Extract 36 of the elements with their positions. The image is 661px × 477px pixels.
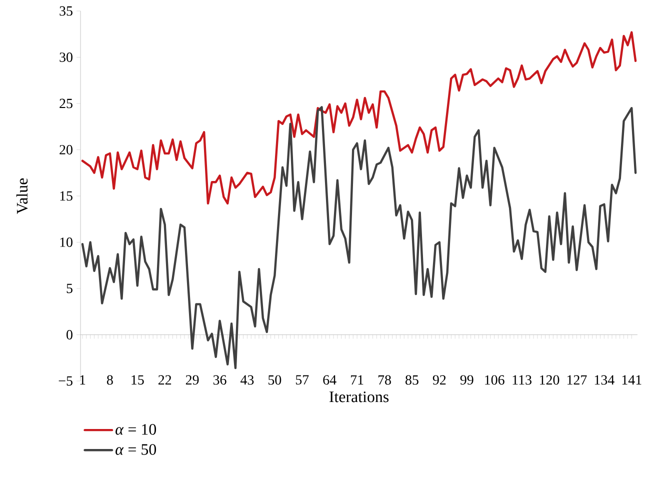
x-tick-label: 29 <box>186 375 199 385</box>
x-tick-label: 71 <box>350 375 364 384</box>
x-tick-label: 99 <box>460 375 474 385</box>
x-tick-label: 22 <box>158 375 172 384</box>
y-tick-label: 0 <box>66 330 72 340</box>
x-tick-label: 92 <box>432 375 446 385</box>
y-tick-label: 35 <box>60 6 72 16</box>
y-tick-label: −5 <box>58 376 72 386</box>
y-tick-label: 20 <box>60 145 72 154</box>
x-tick-label: 64 <box>323 375 336 385</box>
x-tick-label: 1 <box>80 375 86 384</box>
y-tick-label: 25 <box>60 98 72 108</box>
x-tick-label: 85 <box>406 375 418 385</box>
y-axis-title: Value <box>16 178 28 214</box>
x-tick-label: 36 <box>213 375 226 385</box>
x-tick-label: 78 <box>378 375 391 385</box>
y-tick-label: 10 <box>60 238 72 247</box>
y-tick-label: 30 <box>60 52 72 62</box>
x-tick-label: 50 <box>268 375 282 385</box>
x-tick-label: 57 <box>296 375 309 385</box>
x-tick-label: 43 <box>240 375 254 385</box>
x-tick-label: 134 <box>594 375 614 385</box>
x-tick-label: 8 <box>106 375 113 385</box>
x-tick-label: 141 <box>622 375 642 384</box>
x-tick-label: 120 <box>540 375 560 385</box>
legend-label: α = 50 <box>116 444 156 455</box>
line-series <box>81 31 637 204</box>
x-axis-title: Iterations <box>329 392 389 402</box>
legend-label: α = 10 <box>116 424 156 435</box>
x-tick-label: 106 <box>485 375 504 385</box>
x-tick-label: 15 <box>132 375 144 385</box>
line-series <box>81 106 637 370</box>
y-tick-label: 5 <box>66 284 72 294</box>
x-tick-label: 127 <box>567 375 587 384</box>
x-tick-label: 113 <box>512 375 532 385</box>
y-tick-label: 15 <box>60 191 72 201</box>
